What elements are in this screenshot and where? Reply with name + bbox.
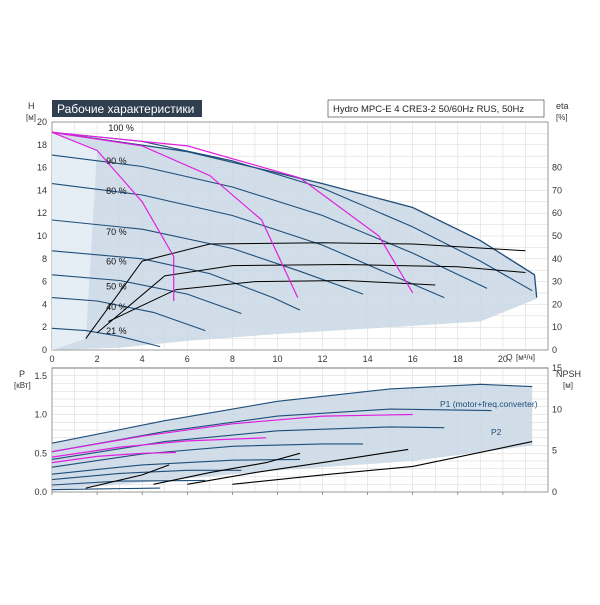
flow-axis-label: Q xyxy=(506,352,513,362)
power-tick-label: 1.0 xyxy=(34,410,47,420)
head-speed-curve xyxy=(51,219,364,295)
npsh-tick-label: 10 xyxy=(552,404,562,414)
speed-label: 90 % xyxy=(106,156,127,166)
head-tick-label: 18 xyxy=(37,140,47,150)
eta-axis-unit: [%] xyxy=(556,113,568,122)
flow-tick-label: 12 xyxy=(318,354,328,364)
legend-p1: P1 (motor+freq.converter) xyxy=(440,399,538,409)
reference-pump-curve xyxy=(51,131,175,301)
head-tick-label: 10 xyxy=(37,231,47,241)
title-box-text: Рабочие характеристики xyxy=(57,102,194,116)
reference-pump-curve xyxy=(51,131,414,294)
head-tick-label: 2 xyxy=(42,322,47,332)
power-axis-label: P xyxy=(19,369,25,379)
power-curve xyxy=(51,443,364,468)
efficiency-curve xyxy=(85,242,526,339)
flow-tick-label: 2 xyxy=(95,354,100,364)
npsh-axis-label: NPSH xyxy=(556,369,581,379)
npsh-tick-label: 5 xyxy=(552,446,557,456)
eta-tick-label: 60 xyxy=(552,208,562,218)
flow-tick-label: 18 xyxy=(453,354,463,364)
reference-power-curve xyxy=(51,413,413,453)
power-curve xyxy=(51,479,206,486)
eta-tick-label: 50 xyxy=(552,231,562,241)
power-axis-unit: [кВт] xyxy=(14,381,31,390)
eta-tick-label: 40 xyxy=(552,254,562,264)
speed-label: 21 % xyxy=(106,326,127,336)
flow-tick-label: 0 xyxy=(49,354,54,364)
head-axis-label: H xyxy=(28,101,35,111)
power-tick-label: 0.0 xyxy=(34,487,47,497)
power-tick-label: 0.5 xyxy=(34,448,47,458)
speed-label: 100 % xyxy=(108,123,134,133)
model-box-text: Hydro MPC-E 4 CRE3-2 50/60Hz RUS, 50Hz xyxy=(333,104,524,115)
power-curve xyxy=(51,426,445,460)
head-tick-label: 8 xyxy=(42,254,47,264)
eta-tick-label: 0 xyxy=(552,345,557,355)
speed-label: 70 % xyxy=(106,227,127,237)
head-speed-curve xyxy=(51,250,301,311)
efficiency-curve xyxy=(108,279,436,322)
model-box-bg xyxy=(327,99,545,118)
head-speed-curve xyxy=(51,297,206,332)
head-tick-label: 6 xyxy=(42,277,47,287)
flow-axis-unit: [м³/ч] xyxy=(516,353,535,362)
npsh-curve xyxy=(232,441,533,485)
efficiency-curve xyxy=(96,263,526,334)
head-tick-label: 0 xyxy=(42,345,47,355)
head-tick-label: 14 xyxy=(37,185,47,195)
reference-power-curve xyxy=(51,437,267,458)
head-speed-curve xyxy=(51,183,445,299)
reference-pump-curve xyxy=(51,131,299,298)
speed-label: 40 % xyxy=(106,302,127,312)
speed-label: 60 % xyxy=(106,257,127,267)
flow-tick-label: 14 xyxy=(363,354,373,364)
flow-tick-label: 16 xyxy=(408,354,418,364)
eta-tick-label: 30 xyxy=(552,277,562,287)
eta-tick-label: 70 xyxy=(552,185,562,195)
power-tick-label: 1.5 xyxy=(34,371,47,381)
head-tick-label: 16 xyxy=(37,163,47,173)
head-chart-curves: 100 % 90 % 80 % 70 % 60 % 50 % 40 % 21 % xyxy=(51,123,538,348)
power-chart-curves xyxy=(51,383,533,491)
head-speed-curve xyxy=(51,274,242,315)
speed-label: 50 % xyxy=(106,282,127,292)
npsh-tick-label: 15 xyxy=(552,363,562,373)
title-box-bg xyxy=(52,100,202,117)
eta-tick-label: 10 xyxy=(552,322,562,332)
flow-tick-label: 8 xyxy=(230,354,235,364)
power-curve xyxy=(51,469,242,481)
npsh-axis-unit: [м] xyxy=(563,381,573,390)
head-axis-unit: [м] xyxy=(26,113,36,122)
flow-tick-label: 10 xyxy=(272,354,282,364)
power-chart-axes: 0.0 0.5 1.0 1.5 0 5 10 15 xyxy=(34,363,562,497)
npsh-curve xyxy=(85,464,170,489)
head-tick-label: 4 xyxy=(42,299,47,309)
speed-label: 80 % xyxy=(106,186,127,196)
head-speed-curve xyxy=(51,154,488,289)
power-curve xyxy=(51,458,301,475)
head-start-wedge xyxy=(52,132,98,350)
power-curve xyxy=(51,487,161,491)
npsh-curve xyxy=(153,452,301,485)
head-tick-label: 12 xyxy=(37,208,47,218)
eta-axis-label: eta xyxy=(556,101,569,111)
flow-tick-label: 4 xyxy=(140,354,145,364)
eta-tick-label: 80 xyxy=(552,163,562,173)
eta-tick-label: 20 xyxy=(552,299,562,309)
power-curve xyxy=(51,383,533,444)
npsh-curve xyxy=(187,448,409,485)
head-speed-curve xyxy=(51,327,161,348)
head-tick-label: 20 xyxy=(37,117,47,127)
legend-p2: P2 xyxy=(491,427,502,437)
npsh-tick-label: 0 xyxy=(552,487,557,497)
head-chart-axes: 0 2 4 6 8 10 12 14 16 18 20 0 2 4 6 8 10 12 14 16 18 20 0 10 20 3… xyxy=(37,117,562,364)
flow-tick-label: 6 xyxy=(185,354,190,364)
reference-power-curve xyxy=(51,451,177,464)
flow-tick-label: 20 xyxy=(498,354,508,364)
